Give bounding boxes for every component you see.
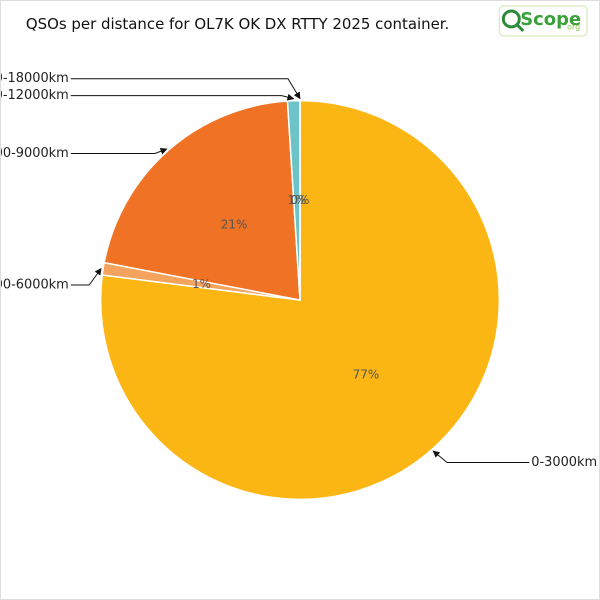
leader-line bbox=[70, 267, 102, 286]
slice-percent: 1% bbox=[287, 193, 306, 207]
slice-label: 6000-9000km bbox=[0, 146, 69, 161]
slice-percent: 1% bbox=[192, 277, 211, 291]
chart-title: QSOs per distance for OL7K OK DX RTTY 20… bbox=[26, 15, 449, 33]
logo-text: Scope bbox=[520, 9, 581, 30]
slice-percent: 0% bbox=[291, 193, 310, 207]
leader-line bbox=[70, 78, 301, 100]
logo: Scope org bbox=[498, 5, 588, 37]
slice-percent: 21% bbox=[221, 218, 248, 232]
leader-line bbox=[70, 93, 295, 101]
pie-slice bbox=[103, 100, 301, 301]
logo-icon bbox=[501, 9, 521, 29]
slice-label: 15000-18000km bbox=[0, 71, 69, 86]
slice-percent: 77% bbox=[353, 367, 380, 381]
logo-icon bbox=[515, 22, 525, 32]
pie-slice bbox=[99, 99, 501, 501]
leader-line bbox=[432, 450, 530, 463]
slice-label: 9000-12000km bbox=[0, 88, 69, 103]
slice-label: 3000-6000km bbox=[0, 278, 69, 293]
slice-label: 0-3000km bbox=[531, 455, 597, 470]
leader-line bbox=[70, 147, 168, 155]
logo-suffix: org bbox=[567, 22, 580, 31]
